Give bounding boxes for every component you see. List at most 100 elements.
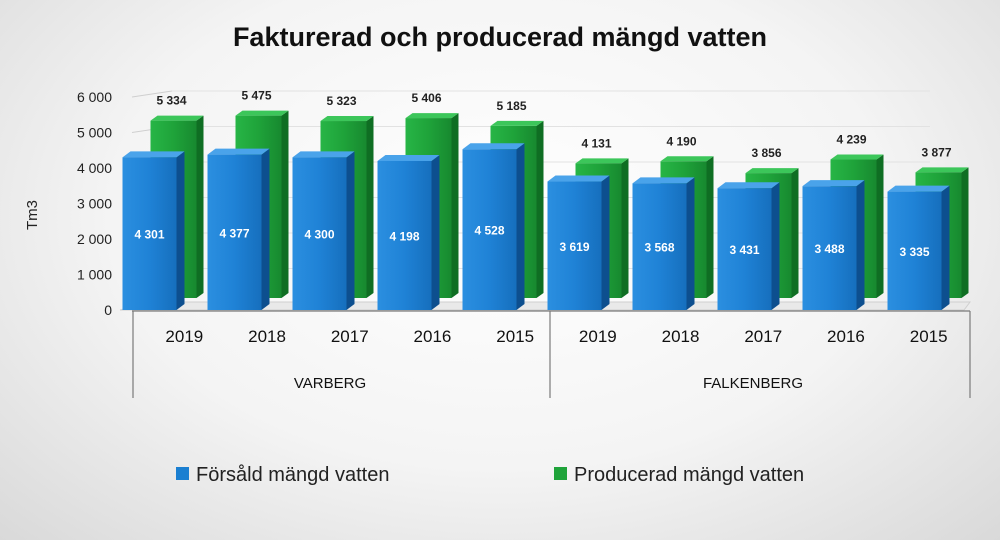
bar-producerad-top	[745, 168, 799, 174]
data-label-producerad: 4 131	[581, 136, 611, 150]
bar-forsald	[207, 148, 270, 310]
bars: 5 334 4 301 5 475 4 377 5 323 4 300 5 406 4 198…	[122, 89, 969, 310]
bar-producerad-side	[791, 168, 799, 298]
x-axis: 2019 2018 2017 2016 2015 2019 2018 2017 2016 2015…	[132, 310, 971, 398]
data-label-forsald: 3 488	[814, 242, 844, 256]
y-axis-label: Tm3	[24, 200, 41, 230]
bar-producerad-top	[575, 158, 629, 164]
chart-title: Fakturerad och producerad mängd vatten	[233, 22, 767, 52]
bar-forsald-top	[802, 180, 865, 187]
bar-forsald-front	[547, 181, 602, 310]
bar-forsald-top	[207, 148, 270, 155]
x-tick-label: 2018	[248, 327, 286, 346]
bar-forsald-front	[717, 188, 772, 310]
bar-forsald-side	[176, 151, 185, 310]
x-tick-label: 2019	[579, 327, 617, 346]
bar-forsald-top	[462, 143, 525, 150]
bar-forsald-top	[887, 185, 950, 192]
bar-forsald-top	[377, 154, 440, 161]
data-label-producerad: 5 323	[326, 94, 356, 108]
group-label-varberg: VARBERG	[294, 375, 366, 392]
bar-forsald-top	[632, 177, 695, 184]
bar-producerad-side	[366, 116, 374, 298]
bar-forsald	[632, 177, 695, 310]
data-label-producerad: 5 406	[411, 91, 441, 105]
bar-forsald-front	[887, 191, 942, 310]
x-tick-label: 2016	[414, 327, 452, 346]
bar-producerad-top	[915, 167, 969, 173]
bar-producerad-top	[405, 113, 459, 119]
bar-forsald-front	[632, 183, 687, 310]
bar-forsald-top	[717, 182, 780, 189]
bar-forsald	[292, 151, 355, 310]
y-tick-label: 5 000	[77, 125, 112, 141]
data-label-producerad: 4 239	[836, 133, 866, 147]
data-label-forsald: 3 431	[729, 243, 759, 257]
bar-forsald-front	[462, 149, 517, 310]
y-axis-ticks: 0 1 000 2 000 3 000 4 000 5 000 6 000	[77, 89, 112, 318]
data-label-forsald: 3 619	[559, 240, 589, 254]
bar-forsald	[717, 182, 780, 310]
bar-producerad-top	[490, 120, 544, 126]
bar-forsald	[887, 185, 950, 310]
bar-forsald-side	[431, 154, 440, 310]
bar-forsald-top	[292, 151, 355, 158]
bar-producerad-top	[660, 156, 714, 162]
bar-forsald-front	[122, 157, 177, 310]
data-label-producerad: 5 185	[496, 99, 526, 113]
bar-forsald	[122, 151, 185, 310]
bar-producerad-side	[196, 115, 204, 298]
data-label-producerad: 4 190	[666, 134, 696, 148]
bar-producerad-side	[536, 120, 544, 299]
data-label-producerad: 5 334	[156, 94, 186, 108]
x-tick-label: 2017	[331, 327, 369, 346]
bar-forsald	[377, 154, 440, 310]
gridline-stub	[131, 90, 173, 98]
bar-forsald-side	[686, 177, 695, 310]
legend-swatch-producerad	[554, 467, 567, 480]
x-tick-label: 2015	[496, 327, 534, 346]
bar-forsald-top	[122, 151, 185, 158]
data-label-producerad: 3 877	[921, 145, 951, 159]
bar-forsald-side	[261, 148, 270, 310]
data-label-forsald: 3 335	[899, 245, 929, 259]
y-tick-label: 2 000	[77, 231, 112, 247]
bar-producerad-side	[706, 156, 714, 298]
y-tick-label: 3 000	[77, 196, 112, 212]
data-label-forsald: 4 301	[134, 228, 164, 242]
legend-swatch-forsald	[176, 467, 189, 480]
data-label-forsald: 4 377	[219, 226, 249, 240]
bar-forsald	[802, 180, 865, 310]
x-tick-label: 2016	[827, 327, 865, 346]
bar-producerad-top	[150, 115, 204, 121]
legend-label-forsald: Försåld mängd vatten	[196, 464, 389, 486]
y-tick-label: 1 000	[77, 267, 112, 283]
bar-forsald	[462, 143, 525, 310]
bar-producerad-side	[876, 154, 884, 298]
data-label-forsald: 4 300	[304, 228, 334, 242]
bar-producerad-side	[961, 167, 969, 298]
bar-forsald-side	[941, 185, 950, 310]
bar-forsald-front	[292, 157, 347, 310]
group-label-falkenberg: FALKENBERG	[703, 375, 803, 392]
bar-producerad-side	[281, 110, 289, 298]
bar-producerad-top	[235, 110, 289, 116]
bar-producerad-top	[320, 116, 374, 122]
data-label-forsald: 4 198	[389, 229, 419, 243]
bar-forsald-side	[601, 175, 610, 310]
y-tick-label: 4 000	[77, 160, 112, 176]
bar-forsald-front	[377, 160, 432, 310]
x-tick-label: 2017	[744, 327, 782, 346]
y-tick-label: 6 000	[77, 89, 112, 105]
bar-forsald-side	[771, 182, 780, 310]
bar-forsald-top	[547, 175, 610, 182]
bar-forsald-side	[856, 180, 865, 310]
legend-label-producerad: Producerad mängd vatten	[574, 464, 804, 486]
bar-producerad-side	[451, 113, 459, 298]
bar-producerad-top	[830, 154, 884, 160]
bar-forsald-side	[346, 151, 355, 310]
bar-forsald-front	[802, 186, 857, 310]
legend: Försåld mängd vatten Producerad mängd va…	[176, 464, 804, 486]
bar-forsald-side	[516, 143, 525, 310]
